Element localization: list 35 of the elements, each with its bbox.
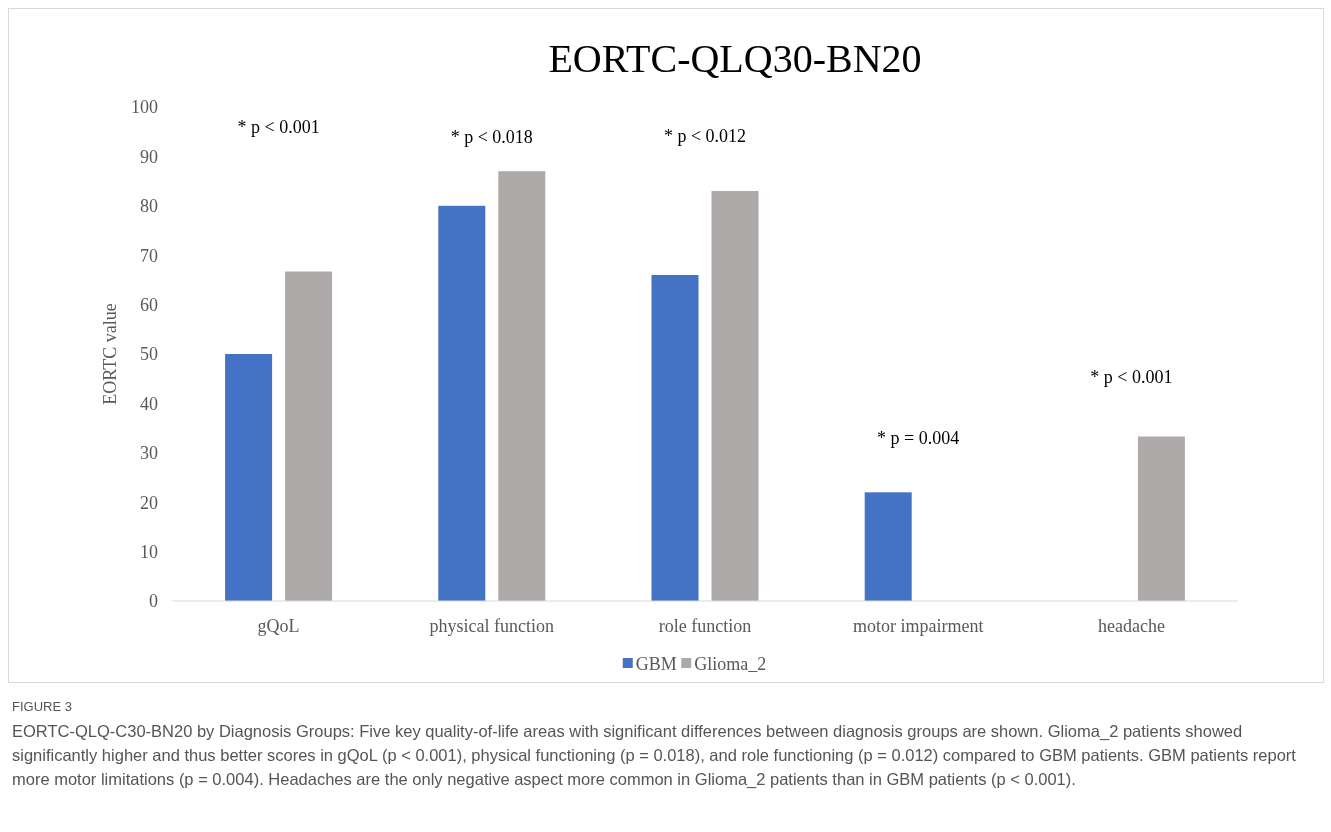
bar	[225, 354, 273, 601]
bar	[498, 171, 546, 601]
y-axis-title: EORTC value	[100, 303, 120, 405]
y-tick-label: 60	[140, 294, 158, 315]
x-tick-label: headache	[1097, 616, 1165, 636]
y-tick-label: 70	[140, 245, 158, 266]
bar	[711, 190, 759, 601]
x-tick-label: gQoL	[257, 616, 300, 636]
bar	[651, 274, 699, 601]
chart-title: EORTC-QLQ30-BN20	[548, 36, 922, 81]
y-tick-label: 50	[140, 344, 158, 365]
x-tick-label: motor impairment	[852, 616, 984, 636]
x-tick-label: role function	[658, 616, 752, 636]
legend-label: GBM	[635, 654, 677, 675]
annotation: * p < 0.001	[237, 117, 320, 138]
y-tick-label: 10	[140, 541, 158, 562]
legend-label: Glioma_2	[694, 654, 767, 675]
y-tick-label: 40	[140, 393, 158, 414]
y-tick-label: 100	[131, 97, 158, 118]
bar	[1137, 436, 1185, 601]
y-tick-label: 30	[140, 443, 158, 464]
x-tick-label: physical function	[429, 616, 555, 636]
y-tick-label: 80	[140, 196, 158, 217]
text: EORTC-QLQ-C30-BN20 by Diagnosis Groups: Five key quality-of-life areas with significant differences between diagnosis groups are shown. Glioma_2 patients showed significantly higher and thus better scores in gQoL (p < 0.001), physical functioning (p = 0.018), and role functioning (p = 0.012) compared to GBM patients. GBM patients report more motor limitations (p = 0.004). Headaches are the only negative aspect more common in Glioma_2 patients than in GBM patients (p < 0.001).	[12, 721, 1297, 790]
annotation: * p = 0.004	[877, 427, 960, 448]
annotation: * p < 0.012	[663, 126, 747, 147]
y-tick-label: 20	[140, 492, 158, 513]
y-tick-label: 0	[149, 591, 158, 612]
bar	[285, 271, 333, 601]
y-tick-label: 90	[140, 146, 158, 167]
bar	[864, 492, 912, 601]
annotation: * p < 0.001	[1090, 366, 1173, 387]
annotation: * p < 0.018	[450, 126, 533, 147]
bar	[438, 205, 486, 601]
caption: FIGURE 3	[12, 698, 73, 716]
